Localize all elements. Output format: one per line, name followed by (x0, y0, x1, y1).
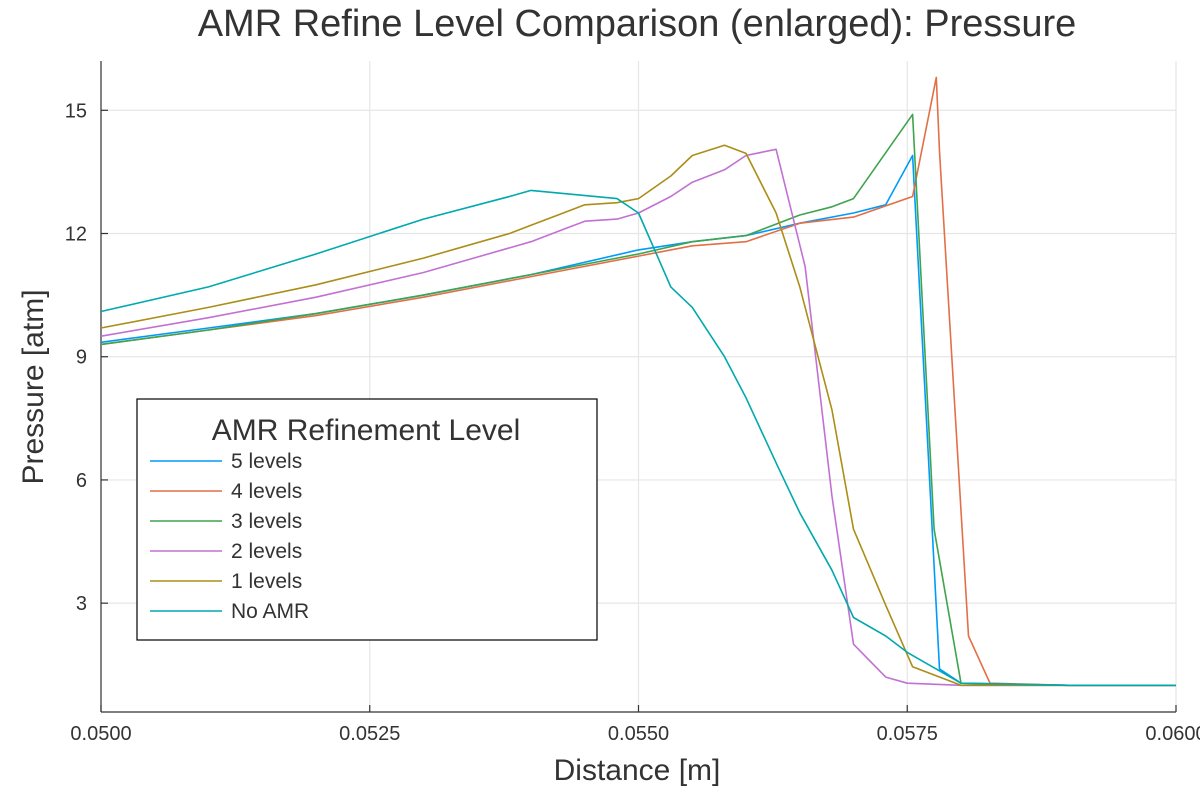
x-tick-label: 0.0600 (1145, 723, 1200, 745)
legend-box (136, 398, 598, 641)
legend-entry: 3 levels (231, 510, 302, 533)
x-tick-label: 0.0525 (339, 723, 400, 745)
legend: AMR Refinement Level 5 levels 4 levels 3 l… (136, 398, 598, 641)
legend-entry: 4 levels (231, 480, 302, 503)
series-line-3 (100, 113, 1176, 687)
legend-entry: No AMR (231, 600, 309, 623)
legend-entry: 5 levels (231, 450, 302, 473)
legend-entry: 2 levels (231, 540, 302, 563)
x-tick-label: 0.0575 (877, 723, 938, 745)
x-tick-label: 0.0550 (608, 723, 669, 745)
series-line-4 (100, 148, 1176, 687)
series-line-6 (100, 189, 1176, 687)
y-tick-label: 6 (76, 470, 87, 492)
legend-title: AMR Refinement Level (212, 414, 520, 447)
legend-entry: 1 levels (231, 570, 302, 593)
x-axis-label: Distance [m] (554, 754, 721, 787)
y-tick-label: 3 (76, 593, 87, 615)
tick-labels: 0.0500 0.0525 0.0550 0.0575 0.0600 3 6 9 12 15 (65, 100, 1200, 745)
axes (100, 61, 1177, 713)
y-tick-label: 12 (65, 224, 87, 246)
series-lines (100, 76, 1176, 687)
series-line-2 (100, 76, 1176, 687)
y-tick-label: 9 (76, 347, 87, 369)
y-tick-label: 15 (65, 100, 87, 122)
chart-title: AMR Refine Level Comparison (enlarged): … (198, 3, 1077, 45)
x-tick-label: 0.0500 (70, 723, 131, 745)
series-line-5 (100, 144, 1176, 687)
y-axis-label: Pressure [atm] (17, 289, 50, 484)
